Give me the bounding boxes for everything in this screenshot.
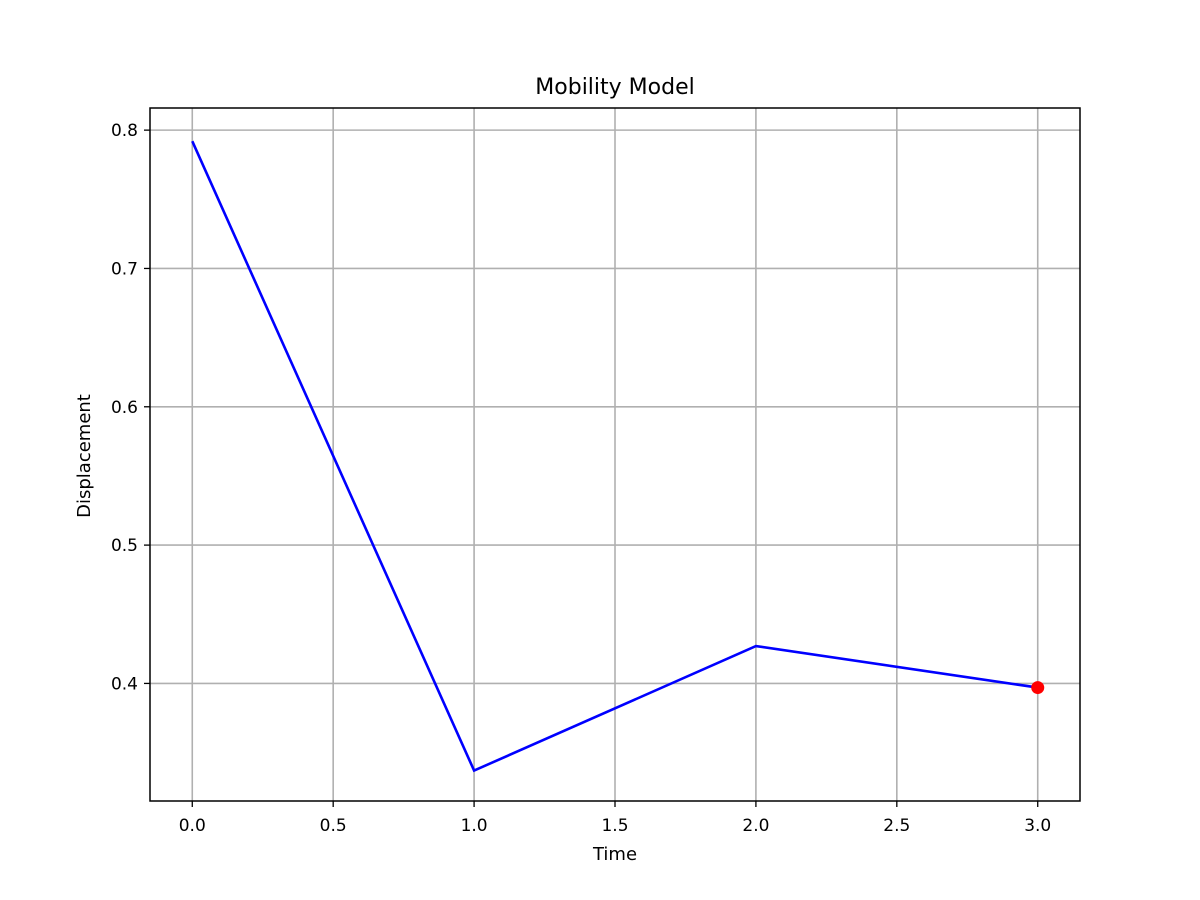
highlight-marker [1031, 681, 1045, 695]
x-tick-label: 0.0 [179, 816, 206, 836]
tick-layer: 0.0 0.5 1.0 1.5 2.0 2.5 3.0 0.4 0.5 0.6 0.7 0.8 [111, 121, 1051, 836]
y-tick-label: 0.5 [111, 536, 138, 556]
x-tick-label: 1.0 [461, 816, 488, 836]
y-axis-label: Displacement [74, 394, 95, 518]
y-tick-label: 0.4 [111, 674, 138, 694]
series-line [191, 140, 1038, 773]
y-tick-label: 0.6 [111, 398, 138, 418]
chart-title: Mobility Model [535, 75, 694, 100]
series-layer [191, 140, 1045, 773]
x-tick-label: 2.0 [742, 816, 769, 836]
x-tick-label: 2.5 [883, 816, 910, 836]
y-tick-label: 0.8 [111, 121, 138, 141]
y-tick-label: 0.7 [111, 259, 138, 279]
x-tick-label: 1.5 [601, 816, 628, 836]
x-tick-label: 0.5 [320, 816, 347, 836]
x-axis-label: Time [592, 844, 637, 865]
x-tick-label: 3.0 [1024, 816, 1051, 836]
grid-layer [150, 108, 1080, 801]
